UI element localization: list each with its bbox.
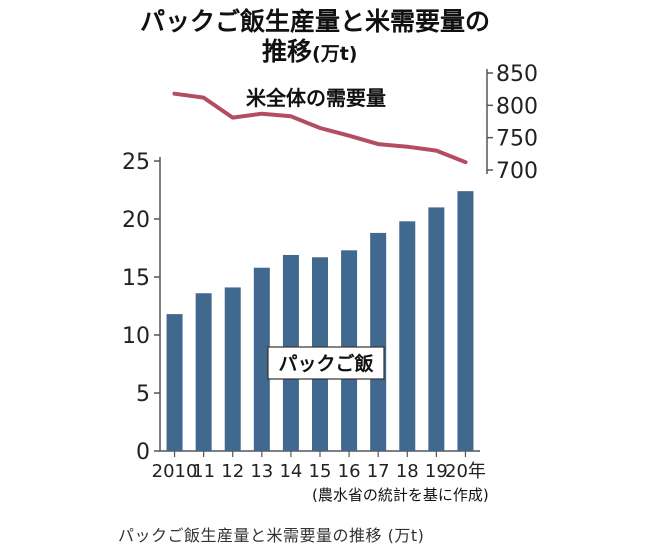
x-tick-label: 12 bbox=[221, 461, 244, 482]
x-tick-label: 17 bbox=[367, 461, 390, 482]
x-tick-label: 14 bbox=[279, 461, 302, 482]
x-tick-label: 19 bbox=[425, 461, 448, 482]
left-tick-label: 0 bbox=[136, 440, 150, 465]
x-tick-label: 16 bbox=[338, 461, 361, 482]
bar bbox=[166, 314, 183, 451]
chart-title-line1: パックご飯生産量と米需要量の bbox=[140, 7, 491, 36]
bar bbox=[195, 293, 212, 451]
x-tick-label: 18 bbox=[396, 461, 419, 482]
chart-title-unit: (万t) bbox=[312, 43, 358, 65]
bar-series-label-box bbox=[267, 346, 385, 380]
right-tick-label: 750 bbox=[496, 127, 538, 152]
left-tick-label: 15 bbox=[122, 266, 150, 291]
figure-caption: パックご飯生産量と米需要量の推移 (万t) bbox=[118, 526, 425, 545]
x-tick-label: 2010 bbox=[152, 461, 198, 482]
left-tick-label: 20 bbox=[122, 208, 150, 233]
chart-title-line2: 推移(万t) bbox=[262, 32, 357, 68]
x-tick-label: 11 bbox=[192, 461, 215, 482]
right-tick-label: 850 bbox=[496, 62, 538, 87]
source-note: (農水省の統計を基に作成) bbox=[312, 486, 489, 504]
x-tick-label: 13 bbox=[250, 461, 273, 482]
bar bbox=[428, 207, 445, 451]
bar bbox=[253, 267, 270, 451]
left-tick-label: 5 bbox=[136, 382, 150, 407]
right-tick-label: 800 bbox=[496, 94, 538, 119]
bar bbox=[457, 191, 474, 451]
line-series-path bbox=[172, 91, 468, 165]
bar bbox=[370, 232, 387, 451]
left-tick-label: 25 bbox=[122, 150, 150, 175]
line-series-label: 米全体の需要量 bbox=[246, 86, 386, 110]
bar-series-label: パックご飯 bbox=[278, 352, 373, 375]
left-tick-label: 10 bbox=[122, 324, 150, 349]
bar bbox=[224, 287, 241, 451]
right-tick-label: 700 bbox=[496, 159, 538, 184]
x-tick-label: 20年 bbox=[445, 461, 486, 482]
bar bbox=[399, 221, 416, 451]
x-tick-label: 15 bbox=[309, 461, 332, 482]
chart-title-text: 推移 bbox=[262, 37, 313, 66]
